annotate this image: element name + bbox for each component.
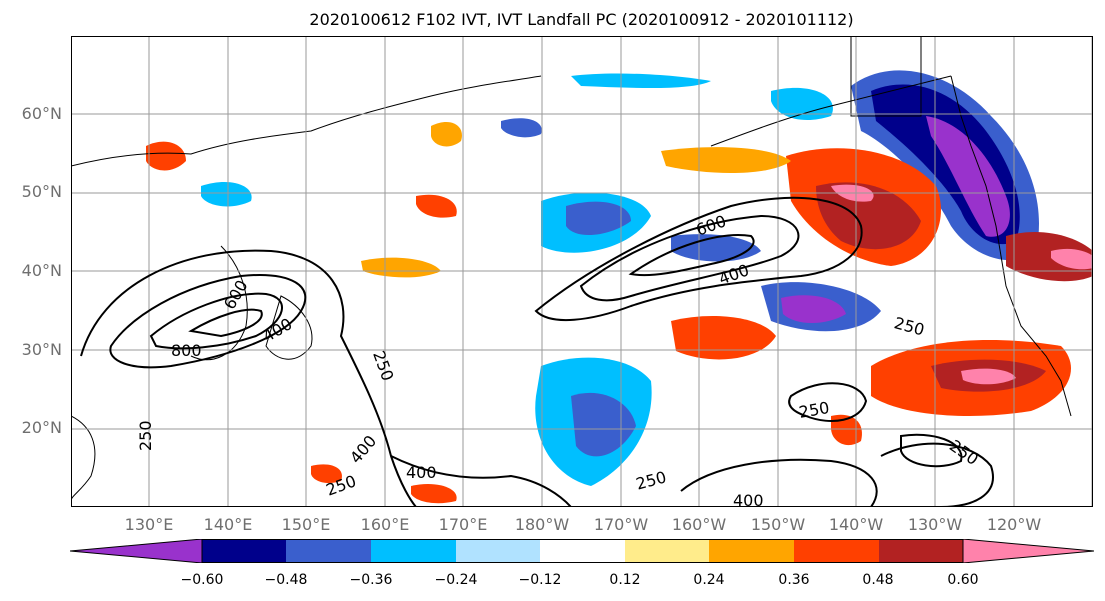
colorbar-label: −0.12 [518,572,562,588]
lon-label-160e: 160°E [360,515,410,534]
colorbar-label: 0.24 [693,572,725,588]
colorbar-segment [540,539,625,563]
lon-label-140e: 140°E [203,515,253,534]
lon-label-150w: 150°W [750,515,806,534]
colorbar-extend-low [70,539,203,563]
colorbar [70,539,1094,563]
colorbar-label: −0.60 [180,572,224,588]
lat-label-60n: 60°N [21,104,62,123]
contour-label: 800 [171,341,202,360]
lat-label-30n: 30°N [21,340,62,359]
colorbar-label: −0.24 [434,572,478,588]
contour-label: 400 [406,463,437,482]
ivt-contours [80,196,994,507]
colorbar-segment [371,539,456,563]
colorbar-label: −0.48 [264,572,308,588]
colorbar-segment [879,539,963,563]
lat-label-40n: 40°N [21,261,62,280]
colorbar-segment [625,539,709,563]
map-panel: 800 600 400 250 250 400 250 400 600 400 … [71,36,1093,507]
ivt-shading [146,70,1093,504]
colorbar-label: 0.48 [862,572,894,588]
lon-label-170w: 170°W [593,515,649,534]
contour-label: 400 [733,491,764,507]
coastlines [71,36,1072,502]
lon-label-160w: 160°W [671,515,727,534]
lon-label-140w: 140°W [828,515,884,534]
colorbar-segment [794,539,879,563]
contour-label-group: 800 600 400 250 250 400 250 400 600 400 … [136,211,982,507]
lon-label-120w: 120°W [986,515,1042,534]
colorbar-segment [286,539,371,563]
lon-label-130w: 130°W [907,515,963,534]
lat-label-20n: 20°N [21,418,62,437]
colorbar-label: 0.60 [947,572,979,588]
lon-label-180w: 180°W [514,515,570,534]
colorbar-segment [456,539,540,563]
lon-label-170e: 170°E [438,515,488,534]
colorbar-segment [202,539,286,563]
colorbar-label: 0.12 [609,572,641,588]
colorbar-extend-high [962,539,1094,563]
map-title: 2020100612 F102 IVT, IVT Landfall PC (20… [309,10,854,29]
colorbar-segment [709,539,794,563]
lon-label-130e: 130°E [124,515,174,534]
lat-label-50n: 50°N [21,182,62,201]
contour-label: 250 [136,420,155,451]
lon-label-150e: 150°E [281,515,331,534]
colorbar-label: −0.36 [349,572,393,588]
colorbar-label: 0.36 [778,572,810,588]
